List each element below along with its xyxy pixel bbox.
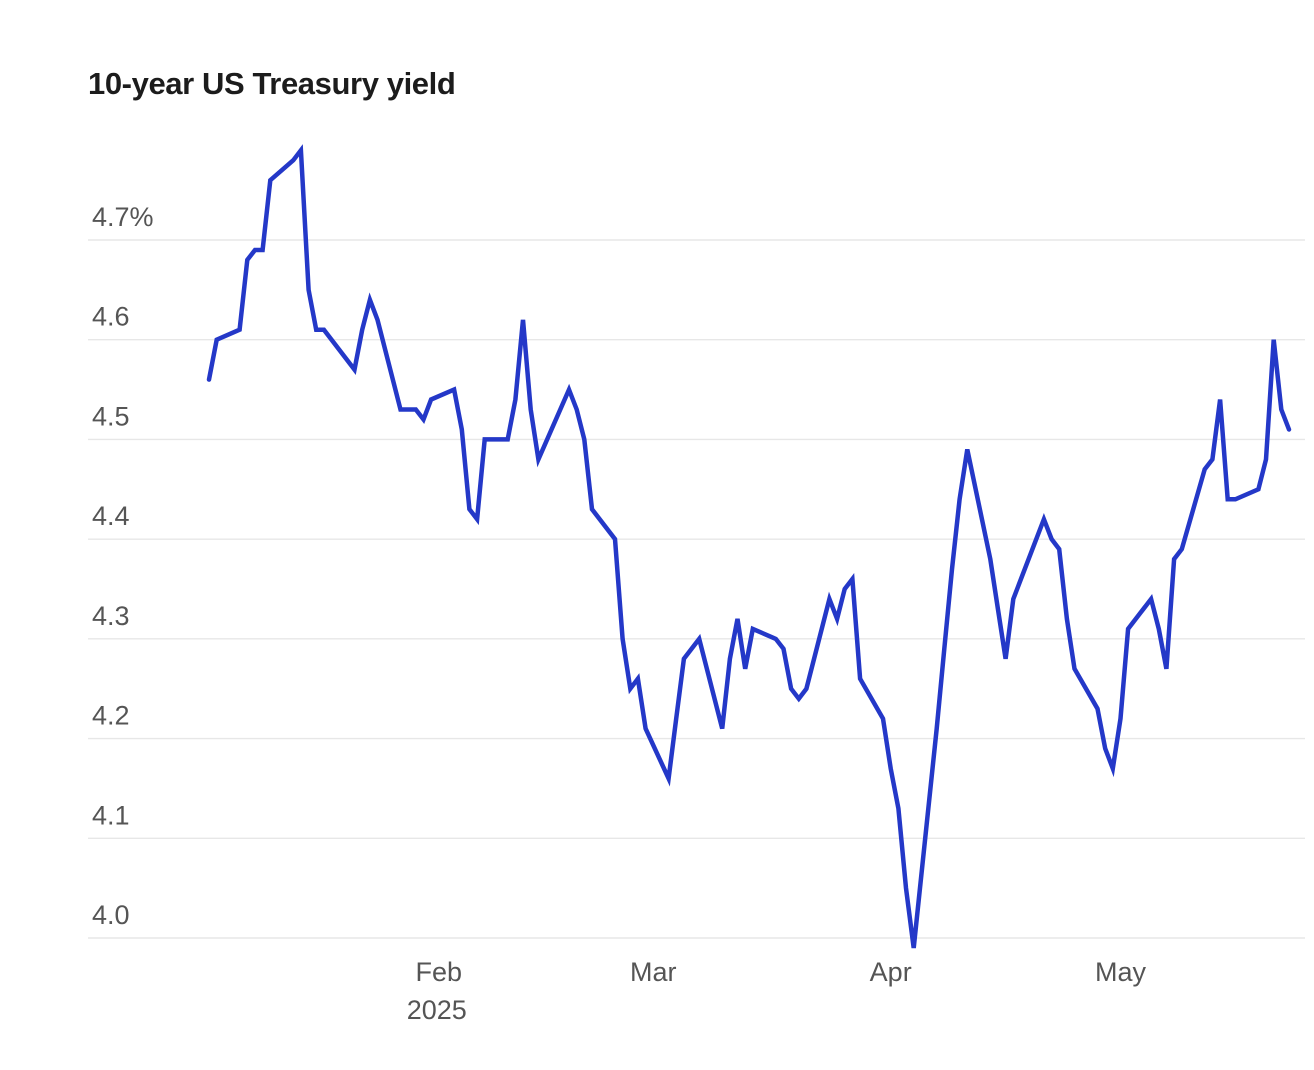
chart-title: 10-year US Treasury yield [88,66,456,101]
y-axis-label: 4.1 [92,800,130,830]
y-axis-label: 4.4 [92,501,130,531]
x-axis-label: May [1095,957,1147,987]
x-axis-label: Apr [870,957,912,987]
x-axis-label: Feb [416,957,463,987]
y-axis-label: 4.5 [92,401,130,431]
yield-line-series [206,144,1292,949]
y-axis-label: 4.0 [92,900,130,930]
y-axis-label: 4.6 [92,302,130,332]
x-axis-year-label: 2025 [407,995,467,1025]
y-axis-label: 4.3 [92,601,130,631]
y-axis-label: 4.7% [92,202,154,232]
x-axis-label: Mar [630,957,677,987]
y-axis-label: 4.2 [92,701,130,731]
